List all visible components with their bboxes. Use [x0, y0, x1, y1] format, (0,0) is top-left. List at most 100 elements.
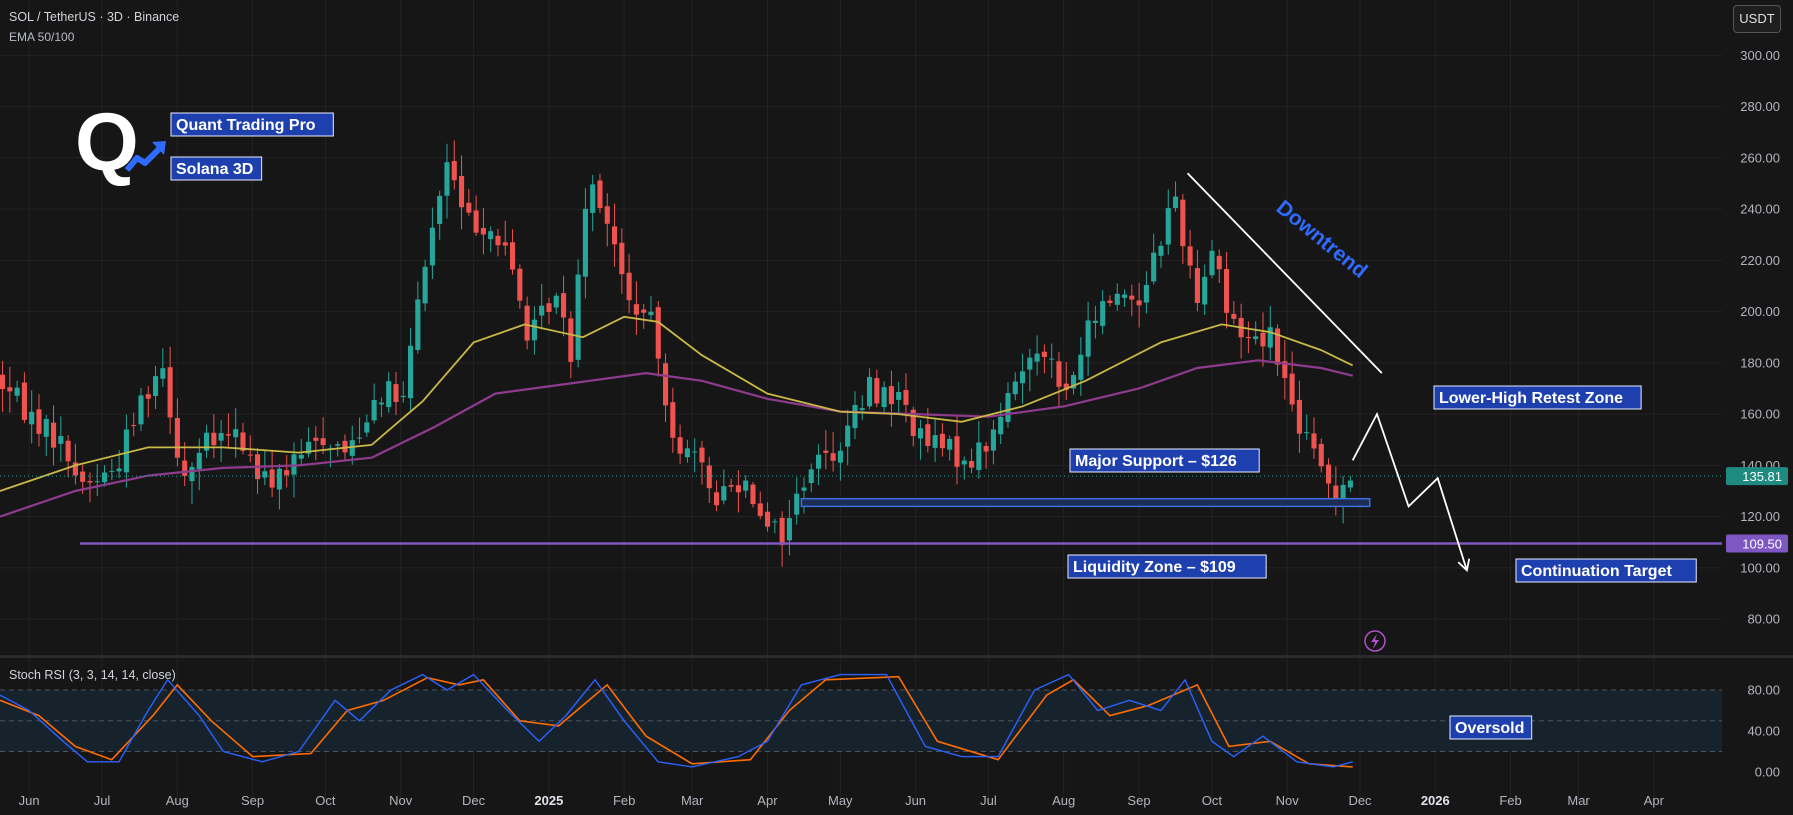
candle [874, 369, 880, 408]
candle [706, 456, 712, 503]
candle [225, 413, 231, 448]
time-tick-label: Oct [315, 793, 336, 808]
retest-zone-label: Lower-High Retest Zone [1439, 390, 1623, 407]
candle-body [1027, 357, 1033, 370]
time-tick-label: 2025 [534, 793, 563, 808]
candle [495, 228, 501, 257]
candle [1041, 344, 1047, 374]
candle-body [240, 432, 246, 451]
candle [400, 381, 406, 403]
candle-body [116, 468, 122, 472]
last-price-tag: 135.81 [1742, 469, 1782, 484]
time-tick-label: Jun [905, 793, 926, 808]
candle-body [976, 442, 982, 470]
candle [58, 416, 64, 462]
candle-body [1107, 300, 1113, 303]
candle-body [495, 235, 501, 246]
candle-body [794, 493, 800, 515]
candle-body [845, 425, 851, 447]
candle [480, 207, 486, 255]
time-tick-label: Oct [1202, 793, 1223, 808]
candle-body [1318, 443, 1324, 467]
candle-body [604, 206, 610, 224]
candle-body [1056, 361, 1062, 387]
candle [218, 420, 224, 462]
candle-body [1173, 196, 1179, 209]
brand-name: Quant Trading Pro [176, 117, 316, 134]
price-tick-label: 100.00 [1740, 560, 1780, 575]
brand-logo-letter: Q [75, 97, 139, 188]
candle-body [867, 377, 873, 407]
candle [772, 518, 778, 534]
candle-body [131, 425, 137, 427]
candle [546, 297, 552, 325]
candle-body [400, 395, 406, 398]
candle-body [72, 462, 78, 476]
candle-body [1231, 313, 1237, 319]
candle [1231, 301, 1237, 325]
candle-body [918, 428, 924, 439]
candle-body [306, 441, 312, 454]
candle-body [284, 470, 290, 476]
indicator-legend: EMA 50/100 [9, 30, 75, 44]
last-price-tag-group: 135.81 [1726, 467, 1788, 486]
candle [830, 432, 836, 472]
candle [1114, 283, 1120, 311]
alert-icon-group [1364, 630, 1386, 652]
candle [1209, 239, 1215, 279]
candle [145, 385, 151, 418]
candle [539, 284, 545, 330]
candle [976, 420, 982, 479]
candle [160, 348, 166, 388]
candle-body [408, 345, 414, 399]
candle-body [393, 384, 399, 402]
candle [1092, 305, 1098, 339]
candle [196, 438, 202, 491]
candle [437, 190, 443, 240]
candle [743, 475, 749, 498]
candle-body [641, 309, 647, 313]
candle-body [349, 440, 355, 456]
candle [670, 387, 676, 453]
candle [918, 419, 924, 460]
candle-body [1085, 320, 1091, 357]
candle [1165, 189, 1171, 255]
time-tick-label: Jul [94, 793, 111, 808]
candle [233, 408, 239, 458]
candle-body [269, 469, 275, 488]
candle [1049, 343, 1055, 379]
brand-name-box [170, 112, 334, 137]
candle [823, 430, 829, 470]
support-zone [800, 497, 1371, 508]
candle [757, 491, 763, 520]
candle [888, 370, 894, 427]
candle-body [670, 402, 676, 438]
liquidity-price-tag-bg [1726, 534, 1788, 553]
candle [269, 449, 275, 497]
candle-body [626, 272, 632, 301]
candle-body [58, 435, 64, 444]
candle-body [233, 429, 239, 438]
candle-body [51, 422, 57, 448]
candle-body [910, 409, 916, 436]
candle [597, 173, 603, 213]
time-tick-label: May [828, 793, 853, 808]
candle [255, 447, 261, 494]
currency-button[interactable]: USDT [1733, 5, 1781, 33]
candle [488, 226, 494, 253]
brand-subtitle-box [170, 156, 263, 181]
time-tick-label: Nov [389, 793, 413, 808]
candle-body [706, 465, 712, 489]
candle [131, 412, 137, 437]
candle-body [568, 318, 574, 362]
time-tick-label: Mar [681, 793, 704, 808]
candle-body [196, 452, 202, 470]
candle-body [276, 468, 282, 490]
candle [837, 442, 843, 481]
last-price-tag-bg [1726, 467, 1788, 486]
candle [852, 391, 858, 440]
candle-body [823, 450, 829, 453]
candle-body [816, 454, 822, 469]
candle-body [1005, 393, 1011, 422]
